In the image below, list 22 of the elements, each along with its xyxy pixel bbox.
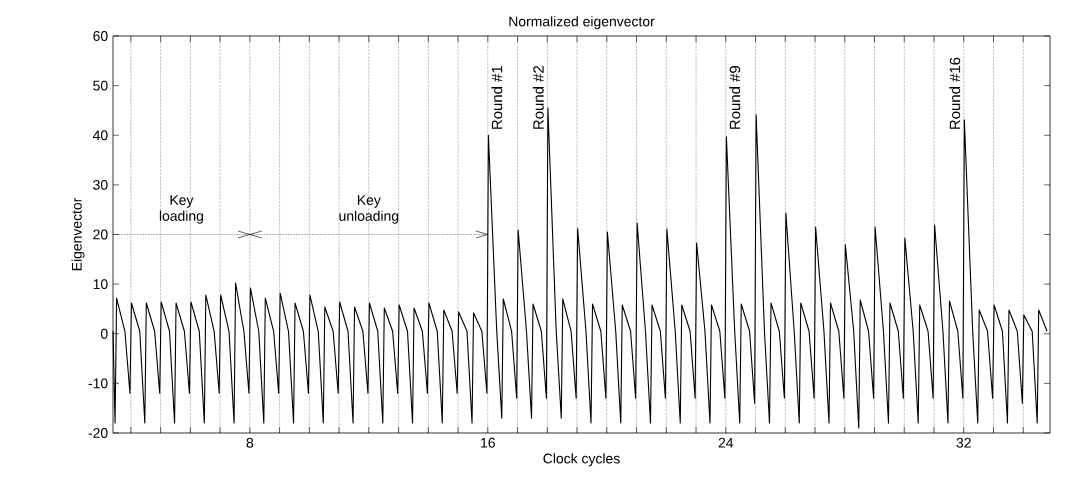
y-tick-label: 50	[93, 80, 108, 91]
annotation: Round #9	[729, 66, 741, 129]
annotation: Round #2	[532, 66, 544, 129]
y-tick-label: -20	[88, 428, 108, 438]
y-tick-label: 60	[93, 31, 108, 41]
x-tick-label: 16	[481, 437, 495, 448]
y-tick-label: -10	[88, 378, 108, 389]
x-tick-label: 24	[718, 437, 734, 448]
x-axis-title: Clock cycles	[543, 453, 620, 467]
y-tick-label: 40	[92, 130, 108, 141]
y-tick-label: 10	[93, 279, 108, 290]
annotation: Round #16	[949, 57, 961, 129]
x-tick-label: 32	[956, 437, 971, 448]
chart-title: Normalized eigenvector	[509, 16, 655, 30]
y-tick-label: 0	[100, 328, 108, 339]
annotation: Key loading	[159, 195, 203, 224]
annotation: Round #1	[491, 66, 503, 129]
y-tick-label: 30	[93, 179, 108, 190]
annotation: Key unloading	[339, 195, 399, 224]
y-tick-label: 20	[93, 229, 108, 240]
y-axis-title: Eigenvector	[71, 197, 85, 271]
x-tick-label: 8	[246, 437, 254, 448]
